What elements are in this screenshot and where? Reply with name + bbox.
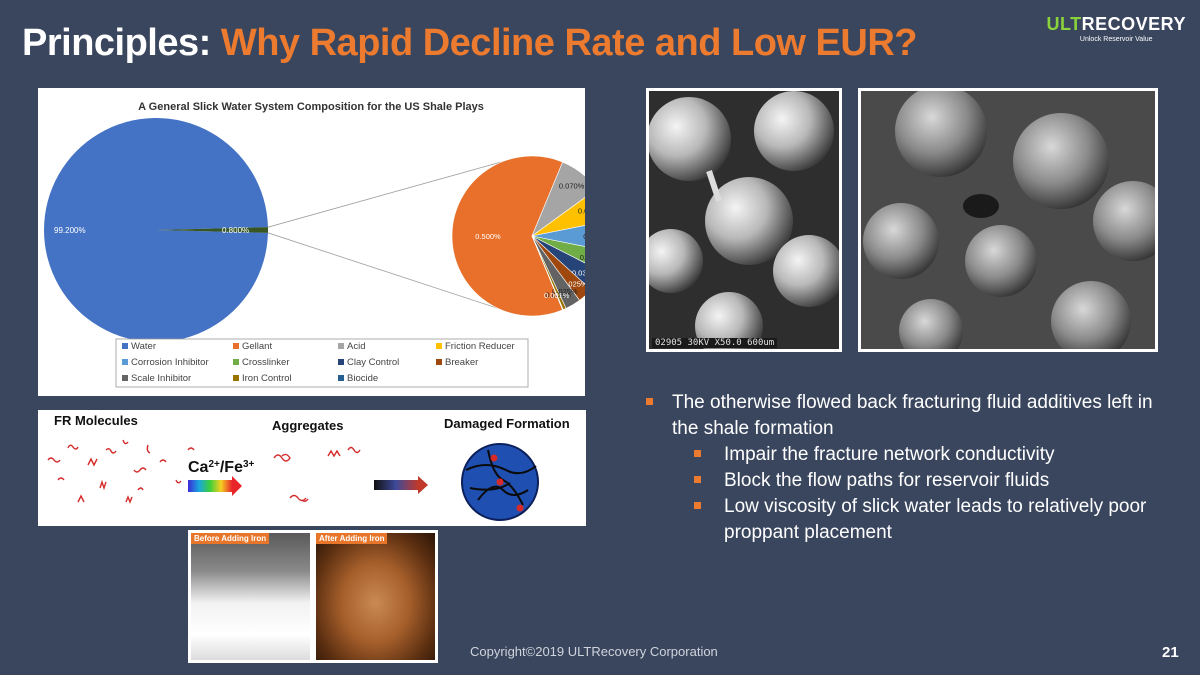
bullet-list: The otherwise flowed back fracturing flu… bbox=[646, 390, 1166, 546]
rainbow-arrow-head bbox=[232, 476, 242, 496]
after-iron-photo: After Adding Iron bbox=[316, 533, 435, 660]
sem-image-2-frame bbox=[861, 91, 1155, 349]
legend-label-breaker: Breaker bbox=[445, 357, 478, 368]
bullet-marker-icon bbox=[646, 398, 653, 405]
data-label-acid: 0.070% bbox=[559, 182, 585, 191]
pie-slice-clay-control bbox=[531, 235, 585, 285]
legend-swatch-crosslinker bbox=[233, 359, 239, 365]
bullet-level-1: The otherwise flowed back fracturing flu… bbox=[646, 390, 1166, 442]
iron-photos-panel: Before Adding Iron After Adding Iron bbox=[188, 530, 438, 663]
pie-slice-friction-reducer bbox=[531, 197, 585, 237]
sem-image-1-frame: 02905 30KV X50.0 600um bbox=[649, 91, 839, 349]
bullet-level-2: Block the flow paths for reservoir fluid… bbox=[646, 468, 1166, 494]
legend-label-iron-control: Iron Control bbox=[242, 373, 292, 384]
company-logo: ULTRECOVERY Unlock Reservoir Value bbox=[1046, 14, 1186, 43]
aggregates-label: Aggregates bbox=[272, 418, 344, 433]
legend-label-scale-inhibitor: Scale Inhibitor bbox=[131, 373, 191, 384]
legend-swatch-acid bbox=[338, 343, 344, 349]
data-label-crosslinker: 0.035% bbox=[580, 253, 585, 262]
legend-label-clay-control: Clay Control bbox=[347, 357, 399, 368]
bullet-text: Impair the fracture network conductivity bbox=[724, 444, 1055, 465]
sem-image-1: 02905 30KV X50.0 600um bbox=[646, 88, 842, 352]
data-label-clay-control: 0.034% bbox=[572, 268, 585, 277]
legend-swatch-clay-control bbox=[338, 359, 344, 365]
data-label-gellant: 0.500% bbox=[475, 232, 501, 241]
formation-dot-2 bbox=[496, 478, 504, 486]
damaged-formation-label: Damaged Formation bbox=[444, 416, 570, 431]
bullet-text: The otherwise flowed back fracturing flu… bbox=[672, 392, 1153, 439]
bullet-marker-icon bbox=[694, 476, 701, 483]
dark-arrow-body bbox=[374, 480, 418, 490]
bullet-marker-icon bbox=[694, 450, 701, 457]
pie-slice-corrosion-inhibitor bbox=[531, 225, 585, 247]
fr-diagram-graphic: FR Molecules Aggregates Damaged Formatio… bbox=[47, 413, 570, 521]
data-label-additives: 0.800% bbox=[222, 226, 249, 235]
after-iron-label: After Adding Iron bbox=[316, 533, 388, 544]
formation-fractures bbox=[465, 449, 537, 506]
data-label-breaker: 0.025% bbox=[562, 280, 585, 289]
ion-label: Ca2+/Fe3+ bbox=[188, 459, 255, 477]
rainbow-arrow-body bbox=[188, 480, 232, 492]
chart-title: A General Slick Water System Composition… bbox=[138, 101, 484, 113]
fr-aggregation-diagram: FR Molecules Aggregates Damaged Formatio… bbox=[38, 410, 586, 526]
data-label-scale-inhibitor: 0.025% bbox=[552, 287, 578, 296]
legend-label-corrosion-inhibitor: Corrosion Inhibitor bbox=[131, 357, 209, 368]
slide-title: Principles: Why Rapid Decline Rate and L… bbox=[22, 22, 917, 65]
legend-swatch-friction-reducer bbox=[436, 343, 442, 349]
pie-slice-additives bbox=[156, 227, 269, 233]
data-label-biocide: 0.001% bbox=[544, 291, 570, 300]
bullet-level-2: Low viscosity of slick water leads to re… bbox=[646, 494, 1166, 546]
legend-swatch-scale-inhibitor bbox=[122, 375, 128, 381]
bullet-text: Block the flow paths for reservoir fluid… bbox=[724, 470, 1050, 491]
legend-label-biocide: Biocide bbox=[347, 373, 378, 384]
connector-line-bottom bbox=[267, 232, 513, 314]
bullet-marker-icon bbox=[694, 502, 701, 509]
formation-dot-3 bbox=[516, 504, 524, 512]
formation-dot-1 bbox=[490, 454, 498, 462]
sem-image-1-graphic bbox=[649, 91, 839, 349]
logo-ult: ULT bbox=[1046, 14, 1082, 34]
legend-label-water: Water bbox=[131, 341, 156, 352]
title-prefix: Principles: bbox=[22, 22, 221, 64]
bullet-level-2: Impair the fracture network conductivity bbox=[646, 442, 1166, 468]
pie-slice-water bbox=[44, 118, 268, 343]
legend-swatch-breaker bbox=[436, 359, 442, 365]
bullet-text: Low viscosity of slick water leads to re… bbox=[724, 496, 1147, 543]
before-iron-label: Before Adding Iron bbox=[191, 533, 270, 544]
legend-label-crosslinker: Crosslinker bbox=[242, 357, 290, 368]
page-number: 21 bbox=[1162, 644, 1179, 661]
legend-label-acid: Acid bbox=[347, 341, 365, 352]
data-label-iron-control: 0.005% bbox=[545, 290, 571, 299]
legend-label-friction-reducer: Friction Reducer bbox=[445, 341, 515, 352]
fr-molecules-squiggles bbox=[47, 439, 361, 504]
title-accent: Why Rapid Decline Rate and Low EUR? bbox=[220, 22, 918, 64]
data-label-friction-reducer: 0.055% bbox=[578, 206, 585, 215]
dark-arrow-head bbox=[418, 476, 428, 494]
legend-swatch-corrosion-inhibitor bbox=[122, 359, 128, 365]
pie-slice-acid bbox=[531, 161, 585, 237]
pie-chart-panel: A General Slick Water System Composition… bbox=[38, 88, 585, 396]
logo-tagline: Unlock Reservoir Value bbox=[1079, 36, 1153, 43]
legend-swatch-water bbox=[122, 343, 128, 349]
legend-swatch-biocide bbox=[338, 375, 344, 381]
before-iron-photo: Before Adding Iron bbox=[191, 533, 310, 660]
copyright-footer: Copyright©2019 ULTRecovery Corporation bbox=[470, 644, 718, 659]
logo-wordmark: ULTRECOVERY bbox=[1046, 14, 1186, 35]
data-label-corrosion-inhibitor: 0.050% bbox=[583, 232, 585, 241]
sem-scale-bar: 02905 30KV X50.0 600um bbox=[652, 338, 778, 348]
legend-label-gellant: Gellant bbox=[242, 341, 272, 352]
sem-image-2-graphic bbox=[861, 91, 1155, 349]
pie-chart: A General Slick Water System Composition… bbox=[44, 101, 585, 388]
pie-slice-biocide bbox=[531, 235, 564, 311]
legend-swatch-iron-control bbox=[233, 375, 239, 381]
legend-box bbox=[115, 338, 529, 388]
connector-line-top bbox=[267, 158, 513, 228]
legend-swatch-gellant bbox=[233, 343, 239, 349]
pie-slice-gellant bbox=[451, 155, 564, 317]
data-label-water: 99.200% bbox=[54, 226, 86, 235]
logo-recovery: RECOVERY bbox=[1081, 14, 1186, 34]
sem-image-2 bbox=[858, 88, 1158, 352]
fr-molecules-label: FR Molecules bbox=[54, 413, 138, 428]
